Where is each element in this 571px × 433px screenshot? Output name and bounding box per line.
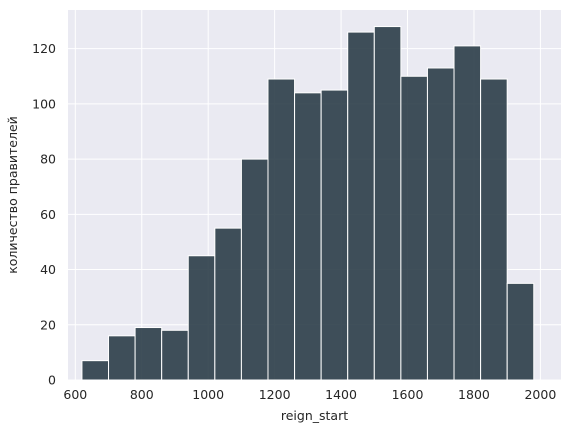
histogram-bar [480, 78, 508, 381]
histogram-bar [267, 78, 296, 381]
x-axis-label: reign_start [281, 408, 348, 423]
y-tick-label: 0 [48, 373, 56, 388]
histogram-bar [506, 282, 535, 381]
x-tick-label: 1200 [259, 387, 291, 402]
histogram-bar [294, 92, 322, 381]
histogram-bar [134, 327, 163, 381]
histogram-bar [81, 360, 110, 381]
x-tick-label: 1400 [325, 387, 357, 402]
y-tick-label: 100 [32, 96, 56, 111]
histogram-bar [373, 26, 402, 381]
y-tick-label: 40 [40, 262, 56, 277]
histogram-bar [426, 67, 455, 381]
x-tick-labels: 600 800 1000 1200 1400 1600 1800 2000 [63, 387, 556, 402]
y-tick-label: 60 [40, 207, 56, 222]
x-tick-label: 1000 [192, 387, 224, 402]
x-tick-label: 2000 [524, 387, 556, 402]
x-tick-label: 600 [63, 387, 87, 402]
x-tick-label: 800 [130, 387, 154, 402]
y-axis-label: количество правителей [5, 116, 20, 274]
y-tick-label: 120 [32, 41, 56, 56]
histogram-bar [240, 158, 269, 381]
bars [81, 26, 535, 381]
histogram-bar [214, 227, 242, 381]
y-tick-labels: 0 20 40 60 80 100 120 [32, 41, 56, 387]
histogram-bar [347, 31, 375, 381]
y-tick-label: 80 [40, 152, 56, 167]
x-tick-label: 1800 [458, 387, 490, 402]
histogram-bar [187, 255, 216, 381]
histogram-bar [453, 45, 482, 381]
histogram-bar [320, 89, 349, 381]
y-tick-label: 20 [40, 317, 56, 332]
histogram-bar [108, 335, 136, 381]
histogram-bar [400, 75, 428, 381]
x-tick-label: 1600 [392, 387, 424, 402]
histogram-bar [161, 329, 189, 381]
